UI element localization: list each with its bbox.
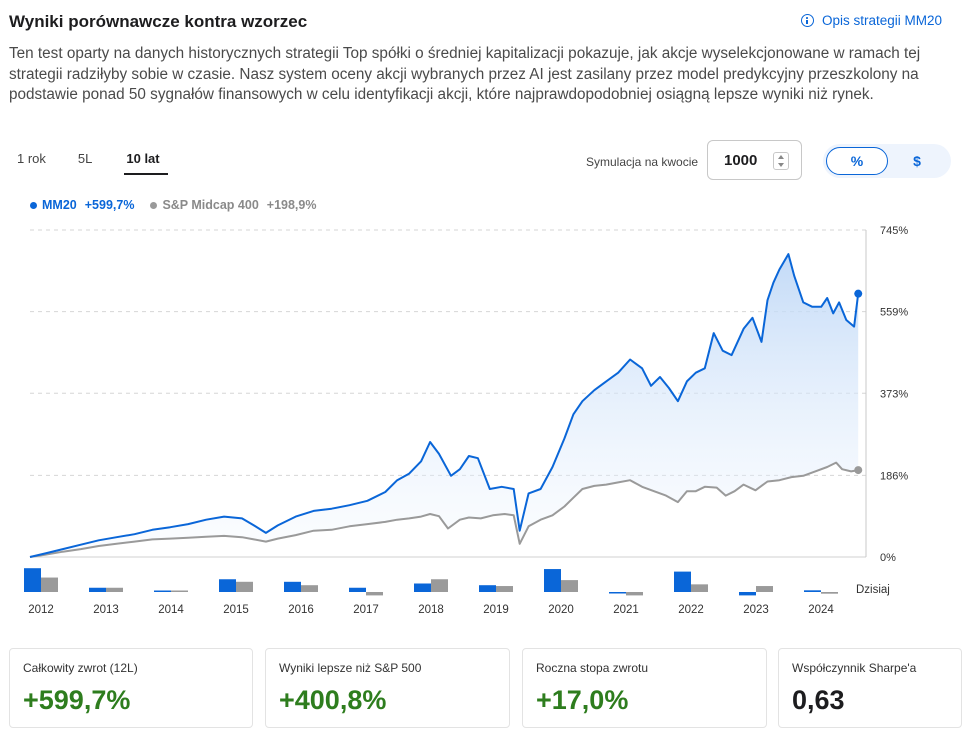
y-tick-label: 186% (880, 470, 908, 482)
card-label: Współczynnik Sharpe'a (792, 661, 917, 675)
toggle-percent-button[interactable]: % (826, 147, 888, 175)
performance-chart: 745% 559% 373% 186% 0% 2012 2013 2014 2015 2016 2… (24, 225, 908, 616)
legend-item-benchmark: S&P Midcap 400 +198,9% (150, 198, 316, 212)
bar-benchmark-2018 (431, 579, 448, 592)
legend-dot-icon (30, 201, 37, 209)
x-tick-label: 2013 (93, 604, 119, 616)
x-tick-label: 2023 (743, 604, 769, 616)
card-value: +400,8% (279, 685, 387, 715)
strategy-description: Ten test oparty na danych historycznych … (9, 45, 921, 103)
x-tick-label: 2015 (223, 604, 249, 616)
bar-benchmark-2014 (171, 590, 188, 592)
bar-benchmark-2022 (691, 584, 708, 592)
bar-benchmark-2016 (301, 585, 318, 592)
x-tick-label: 2018 (418, 604, 444, 616)
bar-mm20-2023 (739, 592, 756, 596)
card-label: Całkowity zwrot (12L) (23, 661, 138, 675)
bar-benchmark-2019 (496, 586, 513, 592)
legend-name: S&P Midcap 400 (162, 198, 259, 212)
bar-benchmark-2023 (756, 586, 773, 592)
x-tick-label: 2016 (288, 604, 314, 616)
card-label: Roczna stopa zwrotu (536, 661, 649, 675)
card-total-return: Całkowity zwrot (12L) +599,7% (9, 648, 253, 728)
stepper-down-icon[interactable] (778, 163, 784, 167)
y-tick-label: 745% (880, 225, 908, 237)
card-label: Wyniki lepsze niż S&P 500 (279, 661, 422, 675)
stepper-up-icon[interactable] (778, 155, 784, 159)
bar-mm20-2020 (544, 569, 561, 592)
toggle-dollar-button[interactable]: $ (913, 153, 921, 169)
mm20-end-point (854, 289, 863, 298)
bar-mm20-2018 (414, 583, 431, 592)
x-tick-label: 2024 (808, 604, 834, 616)
x-tick-label: 2014 (158, 604, 184, 616)
legend-name: MM20 (42, 198, 77, 212)
x-tick-label: 2020 (548, 604, 574, 616)
bar-benchmark-2012 (41, 577, 58, 592)
simulation-amount-value: 1000 (724, 152, 758, 169)
bar-mm20-2022 (674, 571, 691, 592)
card-annual-return: Roczna stopa zwrotu +17,0% (522, 648, 767, 728)
info-icon (800, 14, 814, 27)
bar-mm20-2015 (219, 579, 236, 592)
bar-mm20-2019 (479, 585, 496, 592)
chart-legend: MM20 +599,7% S&P Midcap 400 +198,9% (30, 198, 332, 212)
bar-benchmark-2020 (561, 580, 578, 592)
strategy-description-link[interactable]: Opis strategii MM20 (800, 13, 942, 28)
legend-value: +599,7% (84, 198, 135, 212)
card-value: +17,0% (536, 685, 629, 715)
period-tabs: 1 rok 5L 10 lat (17, 151, 200, 175)
bar-benchmark-2017 (366, 592, 383, 596)
bar-mm20-2013 (89, 587, 106, 592)
bar-benchmark-2024 (821, 592, 838, 594)
bar-mm20-2016 (284, 581, 301, 592)
card-sharpe-ratio: Współczynnik Sharpe'a 0,63 (778, 648, 962, 728)
x-tick-label: 2022 (678, 604, 704, 616)
bar-benchmark-2013 (106, 587, 123, 592)
card-outperformance: Wyniki lepsze niż S&P 500 +400,8% (265, 648, 510, 728)
bar-mm20-2014 (154, 590, 171, 592)
bar-benchmark-2021 (626, 592, 643, 596)
tab-10-years[interactable]: 10 lat (124, 151, 168, 175)
simulation-amount-input[interactable]: 1000 (707, 140, 802, 180)
x-tick-label: 2021 (613, 604, 639, 616)
x-tick-label: 2019 (483, 604, 509, 616)
bar-mm20-2024 (804, 590, 821, 592)
legend-value: +198,9% (266, 198, 317, 212)
bar-mm20-2021 (609, 592, 626, 594)
y-tick-label: 373% (880, 388, 908, 400)
legend-dot-icon (150, 201, 158, 209)
y-tick-label: 559% (880, 307, 908, 319)
benchmark-series-line (29, 461, 859, 558)
today-label: Dzisiaj (856, 584, 890, 596)
x-tick-label: 2012 (28, 604, 54, 616)
tab-5-years[interactable]: 5L (77, 151, 93, 166)
legend-item-mm20: MM20 +599,7% (30, 198, 134, 212)
outperformance-area (30, 254, 859, 557)
bar-benchmark-2015 (236, 581, 253, 592)
x-tick-label: 2017 (353, 604, 379, 616)
strategy-link-label: Opis strategii MM20 (821, 13, 942, 28)
amount-stepper[interactable] (773, 152, 789, 170)
benchmark-end-point (854, 466, 863, 475)
bar-mm20-2012 (24, 568, 41, 592)
y-tick-label: 0% (880, 552, 896, 564)
bar-mm20-2017 (349, 587, 366, 592)
tab-1-year[interactable]: 1 rok (17, 151, 46, 166)
page-title: Wyniki porównawcze kontra wzorzec (9, 12, 308, 31)
card-value: +599,7% (23, 685, 131, 715)
unit-toggle: % $ (823, 144, 951, 178)
simulation-label: Symulacja na kwocie (586, 155, 699, 169)
card-value: 0,63 (792, 685, 845, 715)
mm20-series-line (29, 253, 860, 558)
